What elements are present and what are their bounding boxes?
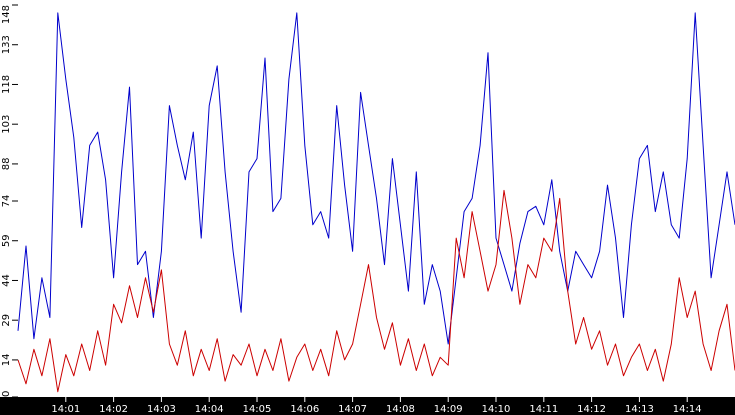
- plot-area: [17, 12, 735, 393]
- y-tick: 103: [1, 115, 18, 134]
- x-tick: 14:02: [99, 397, 128, 415]
- y-tick-label: 14: [1, 354, 12, 367]
- y-tick-label: 44: [1, 274, 12, 287]
- y-tick-label: 29: [1, 314, 12, 327]
- x-axis-band: [0, 397, 735, 415]
- x-tick-label: 14:14: [673, 404, 702, 415]
- x-tick: 14:13: [625, 397, 654, 415]
- x-tick: 14:04: [195, 397, 224, 415]
- y-tick: 118: [1, 75, 18, 94]
- y-tick-label: 88: [1, 158, 12, 171]
- x-tick-label: 14:07: [338, 404, 367, 415]
- y-tick: 29: [1, 314, 18, 327]
- x-tick: 14:11: [529, 397, 558, 415]
- x-tick: 14:12: [577, 397, 606, 415]
- x-tick-label: 14:12: [577, 404, 606, 415]
- x-tick-label: 14:11: [529, 404, 558, 415]
- y-tick: 148: [1, 4, 18, 24]
- y-tick-label: 118: [1, 75, 12, 94]
- x-tick: 14:08: [386, 397, 415, 415]
- x-tick: 14:14: [673, 397, 702, 415]
- x-tick-label: 14:13: [625, 404, 654, 415]
- x-tick: 14:10: [482, 397, 511, 415]
- x-tick-label: 14:09: [434, 404, 463, 415]
- y-tick: 59: [1, 234, 18, 247]
- x-axis: 14:01 14:02 14:03 14:04 14:05 14:06 14:07 14:08…: [51, 397, 702, 415]
- y-tick-label: 133: [1, 35, 12, 54]
- x-tick: 14:03: [147, 397, 176, 415]
- y-tick: 74: [1, 195, 18, 208]
- y-tick-label: 59: [1, 234, 12, 247]
- x-tick-label: 14:03: [147, 404, 176, 415]
- x-tick: 14:07: [338, 397, 367, 415]
- x-tick-label: 14:10: [482, 404, 511, 415]
- y-tick-label: 0: [1, 391, 12, 397]
- y-tick-label: 103: [1, 115, 12, 134]
- x-tick: 14:01: [51, 397, 80, 415]
- series-line-1: [17, 12, 735, 345]
- x-tick-label: 14:08: [386, 404, 415, 415]
- y-tick: 133: [1, 35, 18, 54]
- y-tick: 14: [1, 354, 18, 367]
- x-tick-label: 14:01: [51, 404, 80, 415]
- y-tick: 88: [1, 158, 18, 171]
- y-tick-label: 74: [1, 195, 12, 208]
- x-tick-label: 14:05: [243, 404, 272, 415]
- series-line-2: [17, 189, 735, 393]
- x-tick: 14:06: [290, 397, 319, 415]
- y-tick: 44: [1, 274, 18, 287]
- x-tick-label: 14:04: [195, 404, 224, 415]
- x-tick: 14:05: [243, 397, 272, 415]
- y-tick-label: 148: [1, 5, 12, 24]
- x-tick-label: 14:06: [290, 404, 319, 415]
- x-tick: 14:09: [434, 397, 463, 415]
- x-tick-label: 14:02: [99, 404, 128, 415]
- y-axis: 0 14 29 44 59 74 88 103 118 133 148: [1, 4, 18, 398]
